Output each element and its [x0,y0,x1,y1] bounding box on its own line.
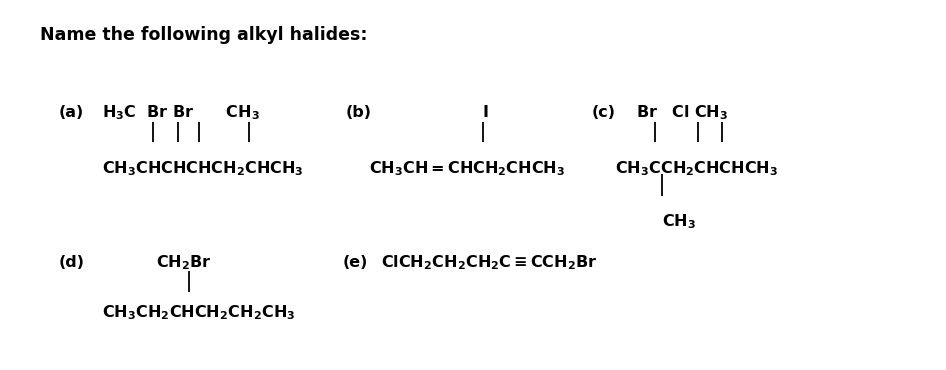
Text: $\mathbf{ClCH_2CH_2CH_2C{\equiv}CCH_2Br}$: $\mathbf{ClCH_2CH_2CH_2C{\equiv}CCH_2Br}… [381,253,598,272]
Text: (e): (e) [342,255,368,270]
Text: $\mathbf{CH_3CH{=}CHCH_2CHCH_3}$: $\mathbf{CH_3CH{=}CHCH_2CHCH_3}$ [369,159,565,178]
Text: $\mathbf{CH_3CHCHCHCH_2CHCH_3}$: $\mathbf{CH_3CHCHCHCH_2CHCH_3}$ [102,159,304,178]
Text: (d): (d) [59,255,84,270]
Text: (c): (c) [591,105,615,120]
Text: $\mathbf{CH_3CCH_2CHCHCH_3}$: $\mathbf{CH_3CCH_2CHCHCH_3}$ [615,159,778,178]
Text: $\mathbf{CH_3}$: $\mathbf{CH_3}$ [662,213,696,231]
Text: $\mathbf{CH_2Br}$: $\mathbf{CH_2Br}$ [156,253,212,272]
Text: Name the following alkyl halides:: Name the following alkyl halides: [40,26,367,44]
Text: (a): (a) [59,105,84,120]
Text: $\mathbf{CH_3CH_2CHCH_2CH_2CH_3}$: $\mathbf{CH_3CH_2CHCH_2CH_2CH_3}$ [102,303,295,322]
Text: (b): (b) [345,105,371,120]
Text: I: I [482,105,488,120]
Text: $\mathbf{H_3C}$  Br Br      $\mathbf{CH_3}$: $\mathbf{H_3C}$ Br Br $\mathbf{CH_3}$ [102,104,260,122]
Text: $\mathbf{Br\ \ \ Cl\ CH_3}$: $\mathbf{Br\ \ \ Cl\ CH_3}$ [636,104,727,122]
